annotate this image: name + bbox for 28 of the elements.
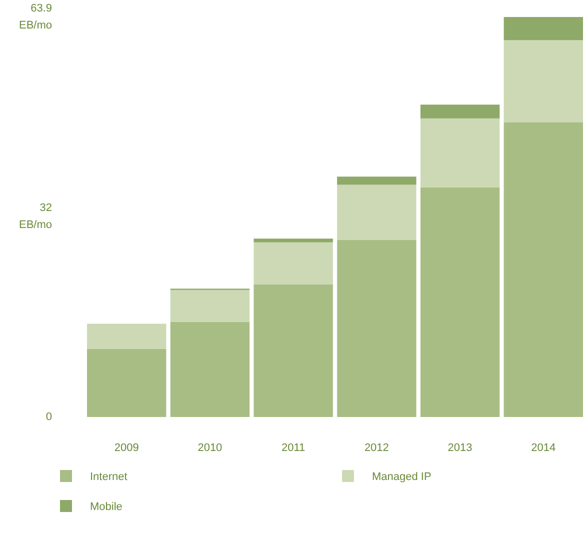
- bar: [254, 284, 333, 417]
- bar: [337, 184, 416, 240]
- bar: [420, 118, 500, 188]
- x-tick-label: 2010: [198, 442, 222, 454]
- bar: [170, 290, 250, 322]
- y-tick-label: 0: [46, 410, 52, 423]
- x-tick-label: 2009: [114, 442, 139, 454]
- bar: [504, 122, 583, 417]
- bar: [254, 242, 333, 284]
- y-tick-label: 63.9 EB/mo: [18, 2, 52, 32]
- y-tick-label: 32 EB/mo: [18, 202, 52, 232]
- bar: [87, 348, 166, 417]
- x-tick-label: 2013: [448, 442, 472, 454]
- bar: [420, 104, 500, 118]
- bar: [87, 324, 166, 349]
- x-tick-label: 2011: [281, 442, 306, 454]
- bar: [337, 176, 416, 185]
- bar: [337, 240, 416, 417]
- bar: [504, 40, 583, 122]
- legend-label: Mobile: [90, 501, 122, 513]
- x-tick-label: 2014: [531, 442, 556, 454]
- bar: [170, 322, 250, 417]
- bar: [254, 238, 333, 242]
- legend-label: Internet: [90, 471, 128, 483]
- legend-label: Managed IP: [372, 471, 432, 483]
- bar: [420, 187, 500, 417]
- x-tick-label: 2012: [364, 442, 389, 454]
- bar: [504, 17, 583, 40]
